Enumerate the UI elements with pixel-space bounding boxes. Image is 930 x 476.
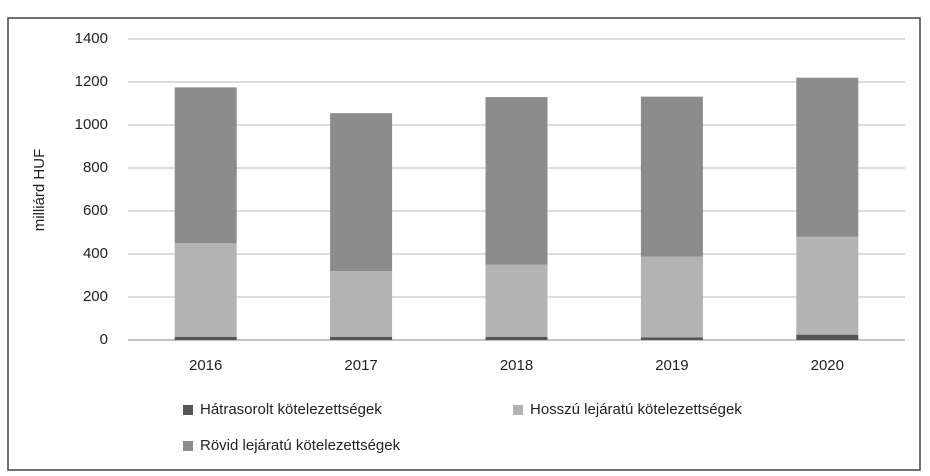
x-tick-label: 2016	[189, 357, 222, 374]
y-tick-label: 600	[83, 202, 108, 219]
y-tick-label: 400	[83, 245, 108, 262]
bar-segment	[485, 264, 548, 337]
bar-segment	[640, 337, 703, 340]
bar-segment	[330, 113, 393, 272]
bar-segment	[174, 336, 237, 340]
bar-segment	[796, 236, 859, 335]
x-tick-label: 2019	[655, 357, 688, 374]
bar-segment	[640, 96, 703, 257]
y-tick-label: 800	[83, 159, 108, 176]
legend-label: Rövid lejáratú kötelezettségek	[200, 437, 401, 454]
y-tick-label: 1200	[75, 73, 108, 90]
bar-segment	[330, 271, 393, 337]
bar-segment	[174, 243, 237, 337]
bar-segment	[330, 336, 393, 340]
y-tick-label: 1000	[75, 116, 108, 133]
legend-swatch	[513, 405, 523, 415]
legend-swatch	[183, 405, 193, 415]
bar-segment	[796, 334, 859, 340]
bar-segment	[485, 336, 548, 340]
y-tick-label: 1400	[75, 30, 108, 47]
y-axis-label: milliárd HUF	[31, 149, 48, 232]
legend-label: Hosszú lejáratú kötelezettségek	[530, 401, 742, 418]
bar-segment	[174, 87, 237, 244]
bar-segment	[796, 77, 859, 237]
y-tick-label: 200	[83, 288, 108, 305]
y-tick-label: 0	[100, 331, 108, 348]
legend-label: Hátrasorolt kötelezettségek	[200, 401, 382, 418]
x-tick-label: 2018	[500, 357, 533, 374]
bar-segment	[640, 256, 703, 338]
chart-frame	[7, 17, 921, 471]
x-tick-label: 2020	[811, 357, 844, 374]
legend-swatch	[183, 441, 193, 451]
bar-segment	[485, 97, 548, 265]
x-tick-label: 2017	[344, 357, 377, 374]
